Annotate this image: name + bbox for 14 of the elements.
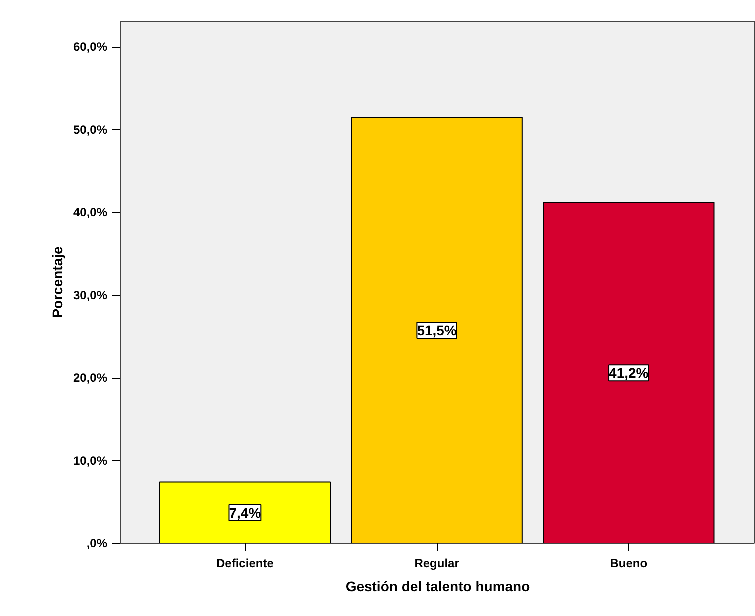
x-axis-title: Gestión del talento humano [346, 578, 530, 594]
y-axis-title: Porcentaje [49, 246, 66, 318]
y-tick-label: 60,0% [73, 40, 108, 54]
data-label: 51,5% [417, 322, 458, 338]
x-tick-label: Bueno [610, 556, 648, 570]
y-tick-label: 10,0% [73, 454, 108, 468]
y-tick-label: ,0% [86, 536, 108, 550]
data-label: 41,2% [609, 365, 650, 382]
x-tick-label: Deficiente [216, 556, 274, 570]
y-tick-label: 20,0% [73, 371, 108, 386]
y-tick-label: 30,0% [73, 288, 108, 302]
y-tick-label: 40,0% [73, 206, 108, 220]
y-tick-label: 50,0% [73, 122, 108, 137]
x-tick-label: Regular [414, 556, 460, 570]
